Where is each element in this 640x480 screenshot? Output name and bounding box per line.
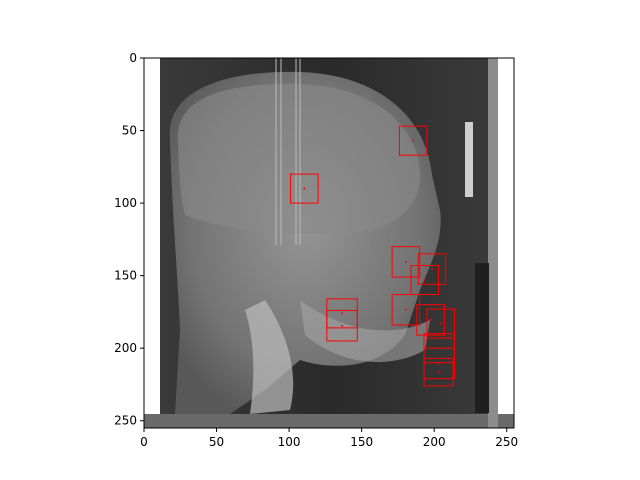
landmark-point bbox=[438, 362, 441, 365]
landmark-box bbox=[326, 309, 358, 342]
y-tick-label: 50 bbox=[122, 124, 137, 138]
landmark-box bbox=[423, 357, 454, 387]
landmark-point bbox=[439, 322, 442, 325]
x-tick-label: 250 bbox=[495, 435, 518, 449]
x-tick-label: 0 bbox=[140, 435, 148, 449]
landmark-box bbox=[426, 308, 456, 339]
landmark-point bbox=[437, 371, 440, 374]
landmark-point bbox=[412, 139, 415, 142]
y-tick-label: 200 bbox=[114, 341, 137, 355]
landmark-point bbox=[423, 279, 426, 281]
y-tick-label: 0 bbox=[129, 51, 137, 65]
landmark-box bbox=[290, 173, 319, 204]
landmark-box bbox=[391, 294, 421, 326]
landmark-point bbox=[341, 324, 344, 327]
landmark-box bbox=[391, 246, 421, 278]
y-tick-label: 150 bbox=[114, 269, 137, 283]
x-axis: 0 50 100 150 200 250 bbox=[140, 428, 518, 449]
landmark-point bbox=[341, 312, 344, 315]
landmark-point bbox=[404, 308, 407, 311]
landmark-point bbox=[404, 260, 407, 263]
landmark-point bbox=[303, 187, 306, 190]
x-tick-label: 100 bbox=[278, 435, 301, 449]
landmark-box bbox=[398, 125, 428, 156]
x-tick-label: 50 bbox=[209, 435, 224, 449]
landmark-point bbox=[431, 268, 434, 271]
x-tick-label: 200 bbox=[423, 435, 446, 449]
y-tick-label: 250 bbox=[114, 414, 137, 428]
xray-image bbox=[144, 58, 514, 428]
landmark-box bbox=[416, 304, 445, 336]
y-tick-label: 100 bbox=[114, 196, 137, 210]
y-axis: 0 50 100 150 200 250 bbox=[114, 51, 144, 428]
landmark-box bbox=[417, 253, 447, 285]
x-tick-label: 150 bbox=[350, 435, 373, 449]
plot-frame bbox=[143, 57, 515, 429]
landmark-point bbox=[429, 318, 432, 321]
landmark-boxes bbox=[290, 125, 456, 387]
landmark-box bbox=[410, 264, 440, 296]
